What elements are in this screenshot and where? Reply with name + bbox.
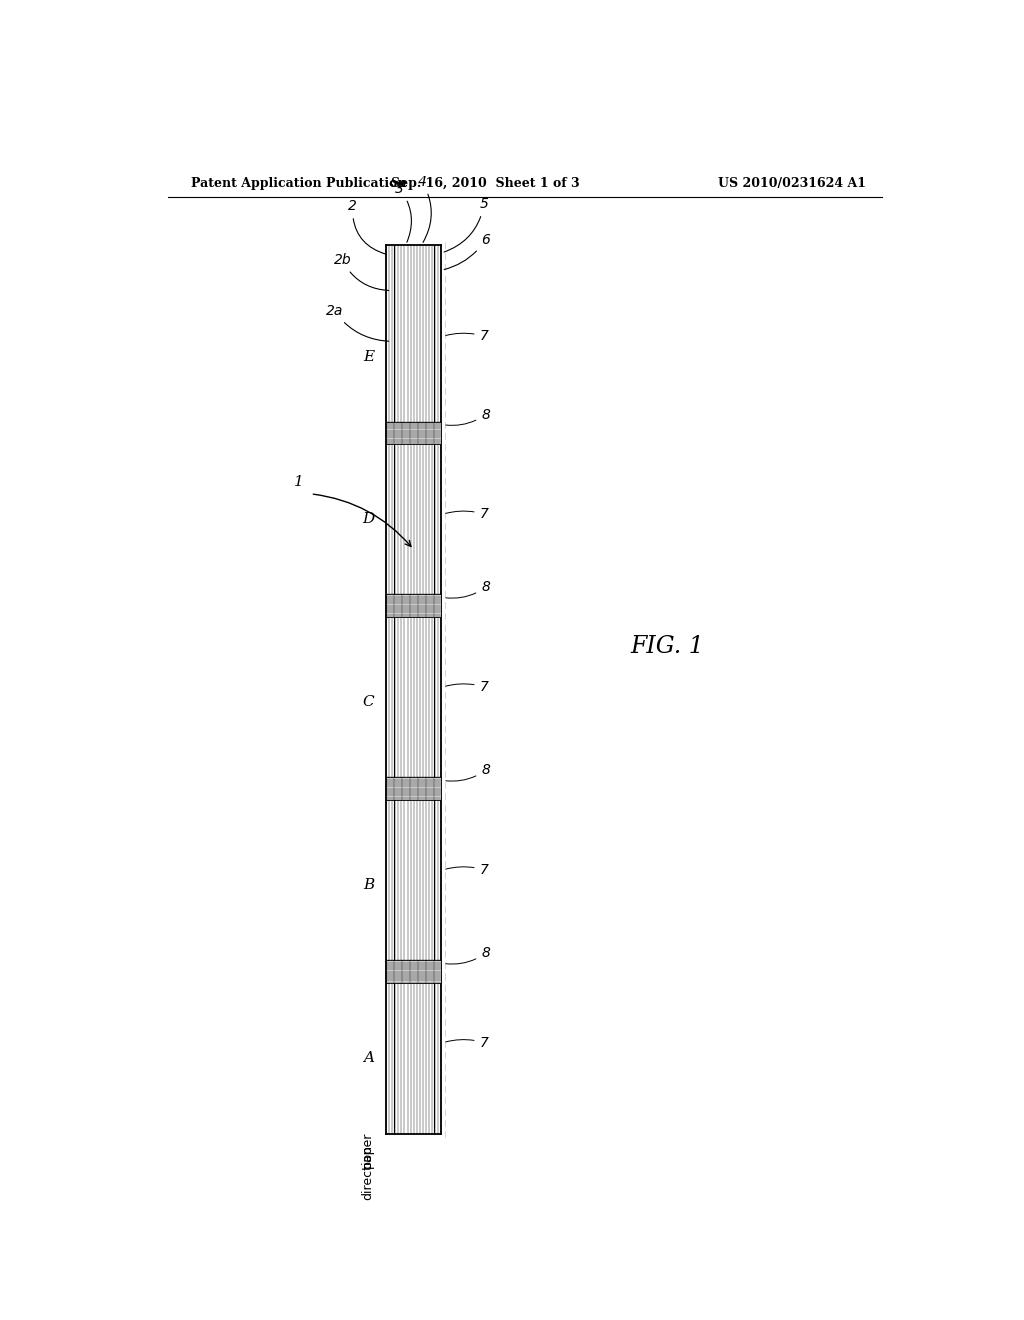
- Text: D: D: [361, 512, 374, 527]
- Text: 7: 7: [445, 329, 488, 343]
- Text: A: A: [364, 1051, 374, 1065]
- Text: FIG. 1: FIG. 1: [631, 635, 705, 657]
- Text: B: B: [362, 878, 374, 892]
- Text: paper: paper: [361, 1131, 374, 1168]
- Text: 7: 7: [445, 863, 488, 876]
- Bar: [386, 961, 441, 982]
- Text: E: E: [362, 350, 374, 363]
- Bar: [386, 421, 441, 444]
- Text: 7: 7: [445, 507, 488, 521]
- Text: C: C: [362, 696, 374, 709]
- Text: US 2010/0231624 A1: US 2010/0231624 A1: [718, 177, 866, 190]
- Text: Patent Application Publication: Patent Application Publication: [191, 177, 407, 190]
- Text: 2: 2: [348, 199, 386, 255]
- Text: 5: 5: [444, 197, 488, 252]
- Text: 4: 4: [418, 174, 431, 243]
- Text: 8: 8: [445, 408, 490, 425]
- Text: Sep. 16, 2010  Sheet 1 of 3: Sep. 16, 2010 Sheet 1 of 3: [391, 177, 580, 190]
- Text: 7: 7: [445, 1036, 488, 1049]
- Text: 3: 3: [395, 182, 412, 243]
- Text: 8: 8: [445, 946, 490, 964]
- Bar: [386, 777, 441, 800]
- Text: 8: 8: [445, 581, 490, 598]
- Bar: [386, 594, 441, 616]
- Text: 2b: 2b: [334, 253, 389, 290]
- Text: 7: 7: [445, 680, 488, 694]
- Text: 8: 8: [445, 763, 490, 781]
- Text: 1: 1: [294, 475, 303, 488]
- Text: 6: 6: [444, 232, 490, 269]
- Text: 2a: 2a: [326, 304, 389, 342]
- Text: direction: direction: [361, 1146, 374, 1200]
